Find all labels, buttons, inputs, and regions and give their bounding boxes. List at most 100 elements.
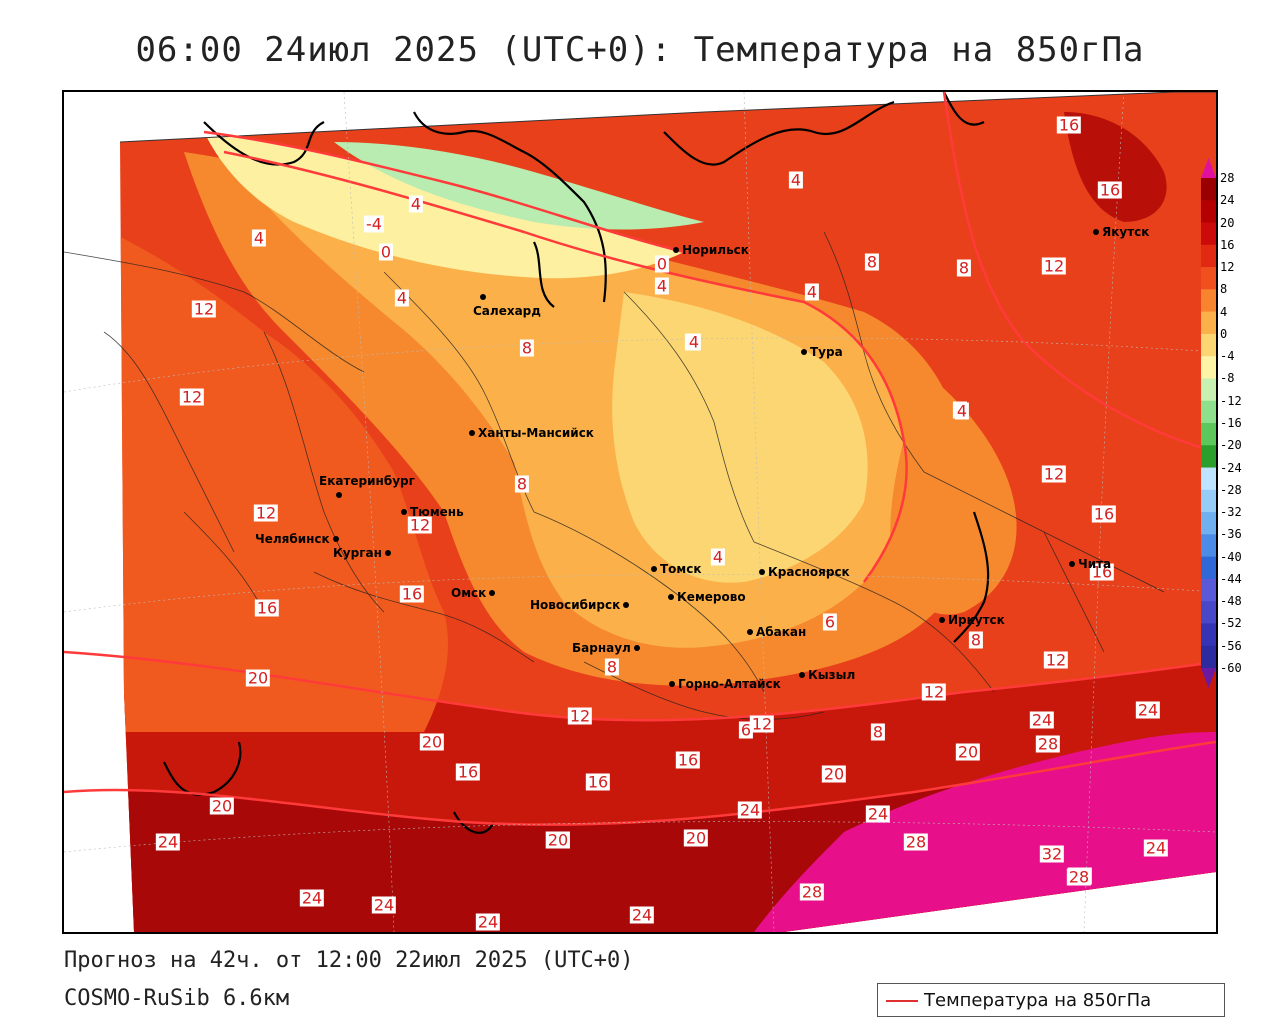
colorbar-bin [1201, 178, 1216, 201]
city-label: Екатеринбург [319, 474, 415, 488]
colorbar-tick-label: -32 [1220, 505, 1242, 520]
contour-value-label: 12 [1043, 650, 1069, 670]
colorbar-bin [1201, 311, 1216, 335]
colorbar-tick-label: -44 [1220, 571, 1242, 586]
colorbar-tick-label: -52 [1220, 616, 1242, 631]
contour-value-label: 4 [394, 288, 410, 308]
contour-value-label: 12 [191, 299, 217, 319]
colorbar-bin [1201, 445, 1216, 469]
city-marker[interactable] [1093, 229, 1099, 235]
city-marker[interactable] [480, 294, 486, 300]
colorbar-tick-label: 0 [1220, 326, 1228, 341]
city-label: Якутск [1102, 225, 1150, 239]
colorbar-tick-label: 24 [1220, 193, 1235, 208]
city-label: Курган [333, 546, 382, 560]
colorbar-bin [1201, 467, 1216, 491]
city-marker[interactable] [799, 672, 805, 678]
colorbar-tick-label: -16 [1220, 416, 1242, 430]
contour-value-label: 16 [675, 750, 701, 770]
city-label: Новосибирск [530, 598, 621, 612]
contour-value-label: 4 [954, 401, 970, 421]
contour-value-label: 16 [1091, 504, 1117, 524]
city-label: Челябинск [255, 532, 330, 546]
contour-value-label: 24 [371, 895, 397, 915]
colorbar-bin [1201, 601, 1216, 624]
colorbar-bin [1201, 623, 1216, 647]
map-frame[interactable]: 16164-4404044481212844841212168412121616… [62, 90, 1218, 934]
contour-value-label: 8 [604, 657, 620, 677]
city-marker[interactable] [651, 566, 657, 572]
colorbar-tick-label: -40 [1220, 549, 1242, 564]
city-marker[interactable] [623, 602, 629, 608]
legend: Температура на 850гПа [877, 983, 1225, 1017]
band-28-32 [754, 732, 1216, 932]
colorbar-tick-label: -20 [1220, 438, 1242, 453]
colorbar-bin [1201, 289, 1216, 313]
contour-value-label: 20 [821, 764, 847, 784]
city-marker[interactable] [939, 617, 945, 623]
contour-value-label: 12 [1041, 256, 1067, 276]
contour-value-label: 20 [683, 828, 709, 848]
city-label: Норильск [682, 243, 749, 257]
city-marker[interactable] [1069, 561, 1075, 567]
colorbar-tick-label: 8 [1220, 282, 1228, 297]
contour-value-label: 24 [737, 800, 763, 820]
admin-borders [64, 231, 1165, 720]
colorbar-tick-label: 4 [1220, 304, 1228, 319]
city-marker[interactable] [669, 681, 675, 687]
colorbar-bin [1201, 267, 1216, 290]
city-marker[interactable] [673, 247, 679, 253]
contour-value-label: 24 [1135, 700, 1161, 720]
city-marker[interactable] [333, 536, 339, 542]
contour-value-label: 28 [1035, 734, 1061, 754]
colorbar-bin [1201, 512, 1216, 535]
city-marker[interactable] [336, 492, 342, 498]
contour-value-label: 16 [399, 584, 425, 604]
city-marker[interactable] [759, 569, 765, 575]
contour-value-label: 6 [738, 720, 754, 740]
contour-value-label: 16 [1056, 115, 1082, 135]
contour-value-label: 12 [921, 682, 947, 702]
colorbar-tick-label: 16 [1220, 237, 1235, 252]
contour-value-label: 28 [799, 882, 825, 902]
colorbar-tick-label: -24 [1220, 460, 1242, 475]
city-marker[interactable] [401, 509, 407, 515]
city-marker[interactable] [469, 430, 475, 436]
colorbar-tick-label: 12 [1220, 260, 1235, 275]
city-marker[interactable] [634, 645, 640, 651]
colorbar-bin [1201, 534, 1216, 558]
colorbar-bin [1201, 423, 1216, 446]
contour-value-label: 24 [865, 804, 891, 824]
city-label: Кемерово [677, 590, 746, 604]
contour-value-label: 20 [245, 668, 271, 688]
contour-value-label: -4 [364, 214, 384, 234]
city-label: Салехард [473, 304, 541, 318]
colorbar-tick-label: -60 [1220, 661, 1242, 675]
city-label: Томск [660, 562, 702, 576]
colorbar-tick-label: -28 [1220, 482, 1242, 497]
band-20-ne [1064, 112, 1167, 222]
contour-value-label: 4 [686, 332, 702, 352]
colorbar-bin [1201, 333, 1216, 357]
city-label: Кызыл [808, 668, 856, 682]
city-marker[interactable] [489, 590, 495, 596]
city-marker[interactable] [668, 594, 674, 600]
contour-value-label: 24 [155, 832, 181, 852]
contour-value-label: 24 [629, 905, 655, 925]
contour-value-label: 16 [1097, 180, 1123, 200]
city-marker[interactable] [801, 349, 807, 355]
colorbar-bin [1201, 578, 1216, 602]
contour-value-label: 24 [1029, 710, 1055, 730]
forecast-info: Прогноз на 42ч. от 12:00 22июл 2025 (UTC… [64, 948, 634, 973]
contour-value-label: 8 [968, 630, 984, 650]
contour-value-label: 12 [1041, 464, 1067, 484]
colorbar-bin [1201, 356, 1216, 379]
band-minus4 [334, 142, 704, 230]
colorbar-bottom-arrow [1201, 668, 1216, 688]
legend-entry: Температура на 850гПа [924, 990, 1152, 1011]
city-marker[interactable] [747, 629, 753, 635]
contour-value-label: 24 [1143, 838, 1169, 858]
city-marker[interactable] [385, 550, 391, 556]
contour-value-label: 8 [864, 252, 880, 272]
colorbar-bin [1201, 378, 1216, 402]
